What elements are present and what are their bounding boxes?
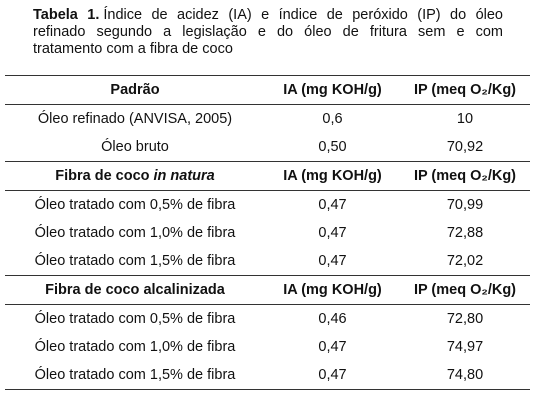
cell: Óleo tratado com 0,5% de fibra xyxy=(34,197,236,213)
data-row: Óleo tratado com 1,0% de fibra 0,47 72,88 xyxy=(5,219,530,247)
data-row: Óleo tratado com 1,5% de fibra 0,47 72,02 xyxy=(5,247,530,276)
header-text: IP (meq O₂/Kg) xyxy=(413,82,517,98)
data-row: Óleo tratado com 0,5% de fibra 0,47 70,99 xyxy=(5,191,530,220)
table: Padrão IA (mg KOH/g) IP (meq O₂/Kg) Óleo re… xyxy=(5,75,530,390)
header-text: Fibra de coco alcalinizada xyxy=(45,282,225,298)
cell: Óleo tratado com 1,0% de fibra xyxy=(34,339,236,355)
caption-text: refinado segundo a legislação e do óleo … xyxy=(33,24,503,40)
data-row: Óleo refinado (ANVISA, 2005) 0,6 10 xyxy=(5,105,530,134)
cell: 0,6 xyxy=(322,111,343,127)
header-text: IP (meq O₂/Kg) xyxy=(413,168,517,184)
cell: 72,88 xyxy=(446,225,484,241)
header-cell: Padrão xyxy=(5,75,265,105)
cell: 72,80 xyxy=(446,311,484,327)
caption-line: refinado segundo a legislação e do óleo … xyxy=(33,24,503,41)
caption: Tabela 1. Índice de acidez (IA) e índice … xyxy=(33,7,503,58)
cell: 0,47 xyxy=(318,253,347,269)
cell: 0,47 xyxy=(318,339,347,355)
header-text: IA (mg KOH/g) xyxy=(283,82,382,98)
cell: Óleo tratado com 1,0% de fibra xyxy=(34,225,236,241)
data-row: Óleo tratado com 1,5% de fibra 0,47 74,80 xyxy=(5,361,530,390)
header-cell: IA (mg KOH/g) xyxy=(265,75,400,105)
header-cell: IA (mg KOH/g) xyxy=(265,275,400,305)
header-row: Padrão IA (mg KOH/g) IP (meq O₂/Kg) xyxy=(5,75,530,105)
header-cell: Fibra de coco alcalinizada xyxy=(5,275,265,305)
cell: Óleo tratado com 1,5% de fibra xyxy=(5,361,265,390)
data-row: Óleo tratado com 1,0% de fibra 0,47 74,97 xyxy=(5,333,530,361)
header-cell: IP (meq O₂/Kg) xyxy=(400,161,530,191)
data-row: Óleo tratado com 0,5% de fibra 0,46 72,80 xyxy=(5,305,530,334)
cell: Óleo tratado com 1,5% de fibra xyxy=(34,253,236,269)
caption-line: Tabela 1. Índice de acidez (IA) e índice … xyxy=(33,7,503,24)
header-text: IA (mg KOH/g) xyxy=(283,168,382,184)
header-row: Fibra de coco in natura IA (mg KOH/g) IP (m… xyxy=(5,161,530,191)
caption-line: tratamento com a fibra de coco xyxy=(33,41,503,58)
header-row: Fibra de coco alcalinizada IA (mg KOH/g) I… xyxy=(5,275,530,305)
header-cell: IP (meq O₂/Kg) xyxy=(400,275,530,305)
header-cell: IA (mg KOH/g) xyxy=(265,161,400,191)
cell: 10 xyxy=(456,111,474,127)
caption-text: tratamento com a fibra de coco xyxy=(33,41,233,57)
cell: Óleo bruto xyxy=(101,139,169,155)
header-cell: Fibra de coco in natura xyxy=(5,161,265,191)
header-text: IP (meq O₂/Kg) xyxy=(413,282,517,298)
cell: 72,02 xyxy=(446,253,484,269)
header-text: IA (mg KOH/g) xyxy=(283,282,382,298)
cell: 0,47 xyxy=(318,225,347,241)
header-cell: IP (meq O₂/Kg) xyxy=(400,75,530,105)
caption-label: Tabela 1. xyxy=(33,7,100,23)
cell: 0,47 xyxy=(265,361,400,390)
cell: 70,92 xyxy=(446,139,484,155)
cell: 74,80 xyxy=(400,361,530,390)
caption-text: Índice de acidez (IA) e índice de peróxi… xyxy=(103,7,503,23)
cell: Óleo refinado (ANVISA, 2005) xyxy=(37,111,233,127)
header-text: Padrão xyxy=(110,82,160,98)
cell: 0,47 xyxy=(318,197,347,213)
data-row: Óleo bruto 0,50 70,92 xyxy=(5,133,530,162)
cell: 74,97 xyxy=(446,339,484,355)
cell: Óleo tratado com 0,5% de fibra xyxy=(34,311,236,327)
header-text: in natura xyxy=(153,168,215,184)
cell: 0,46 xyxy=(318,311,347,327)
cell: 0,50 xyxy=(318,139,347,155)
header-text: Fibra de coco xyxy=(55,168,150,184)
cell: 70,99 xyxy=(446,197,484,213)
